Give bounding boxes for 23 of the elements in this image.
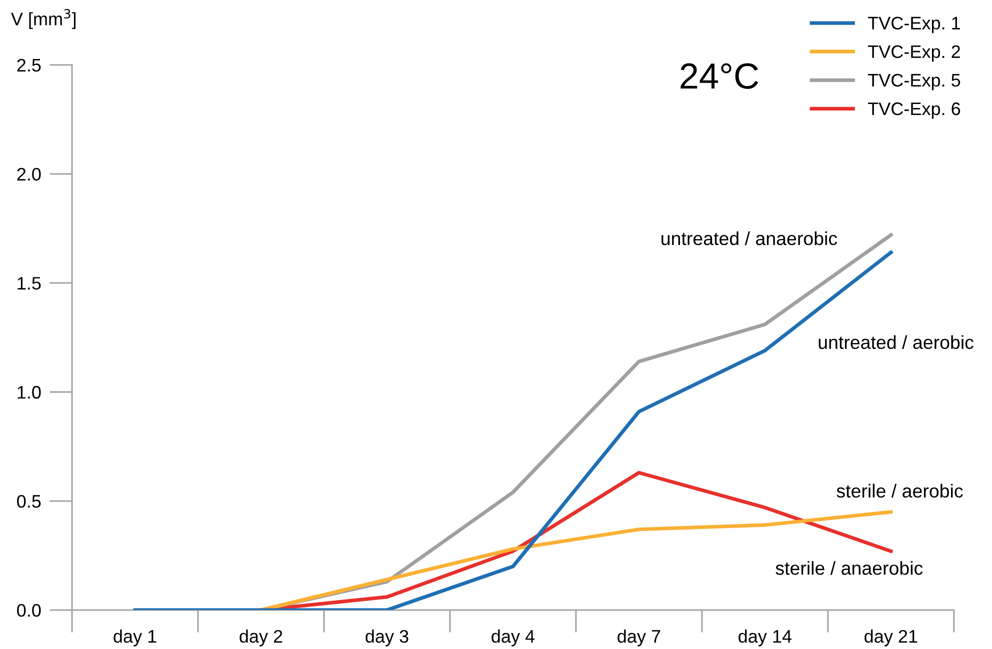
legend-label: TVC-Exp. 5 xyxy=(868,74,960,90)
y-tick-label: 2.5 xyxy=(17,58,41,72)
legend-label: TVC-Exp. 6 xyxy=(868,102,960,119)
x-tick-label: day 2 xyxy=(240,630,282,646)
y-axis-title: V [mm$^{3}$] xyxy=(10,8,76,30)
x-tick-label: day 1 xyxy=(114,630,156,646)
annotation: untreated / anaerobic xyxy=(662,231,838,246)
x-tick-label: day 3 xyxy=(366,630,408,646)
legend-label: TVC-Exp. 2 xyxy=(868,45,960,62)
annotation: sterile / aerobic xyxy=(836,484,963,498)
annotation: sterile / anaerobic xyxy=(776,561,923,575)
y-tick-label: 1.5 xyxy=(18,277,41,290)
x-tick-label: day 7 xyxy=(618,630,660,646)
x-tick-label: day 14 xyxy=(738,630,792,646)
y-tick-label: 1.0 xyxy=(18,386,41,399)
y-tick-label: 0.5 xyxy=(17,494,41,508)
annotation: untreated / aerobic xyxy=(818,335,974,350)
x-tick-label: day 4 xyxy=(492,630,535,646)
y-tick-label: 2.0 xyxy=(17,168,41,181)
y-tick-label: 0.0 xyxy=(17,604,41,617)
x-tick-label: day 21 xyxy=(864,630,918,646)
legend-label: TVC-Exp. 1 xyxy=(868,16,960,34)
annotation: 24°C xyxy=(680,63,758,89)
